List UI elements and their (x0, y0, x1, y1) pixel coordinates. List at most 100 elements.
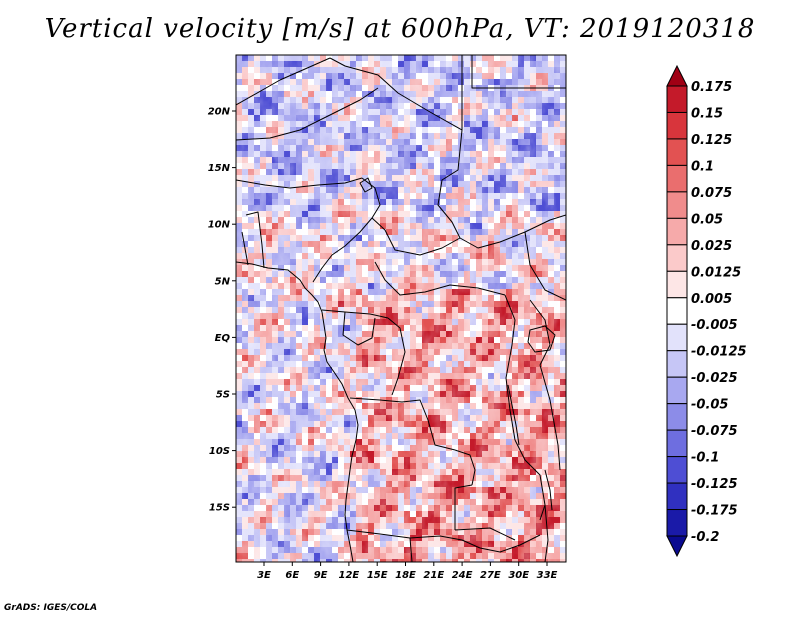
colorbar-segment (666, 270, 688, 299)
colorbar-label: 0.15 (691, 106, 723, 121)
border-angola-north (349, 397, 456, 451)
colorbar-label: 0.0125 (691, 265, 741, 280)
lon-tick-label: 15E (367, 570, 388, 581)
border-angola-namibia (346, 529, 481, 549)
colorbar-segment (666, 217, 688, 246)
colorbar-label: -0.1 (691, 451, 719, 466)
longitude-axis: 3E 6E 9E 12E 15E 18E 21E 24E 27E 30E 33E (257, 562, 558, 581)
border-west-north (236, 57, 331, 106)
lon-tick-label: 18E (395, 570, 416, 581)
border-mali-niger (236, 87, 379, 141)
colorbar-segment (666, 164, 688, 193)
map-frame (235, 54, 567, 563)
colorbar-top-arrow (666, 64, 688, 87)
border-niger-algeria (329, 57, 463, 131)
colorbar-segment (666, 138, 688, 166)
colorbar-label: -0.125 (691, 477, 738, 492)
lon-tick-label: 24E (452, 570, 473, 581)
border-zambia-south (479, 534, 541, 553)
lat-tick-label: 5S (216, 390, 230, 401)
colorbar-label: -0.2 (691, 530, 719, 545)
border-ethiopia (524, 231, 566, 301)
colorbar-segment (666, 350, 688, 378)
border-chad-car (371, 217, 461, 256)
grads-credit: GrADS: IGES/COLA (4, 603, 98, 613)
lat-tick-label: 10S (209, 446, 230, 457)
colorbar-label: 0.005 (691, 292, 732, 307)
colorbar-segment (666, 323, 688, 352)
border-drc-east (504, 294, 516, 441)
colorbar-label: -0.0125 (691, 345, 747, 360)
lon-tick-label: 12E (339, 570, 360, 581)
colorbar-segment (666, 376, 688, 405)
lon-tick-label: 33E (537, 570, 558, 581)
colorbar-label: -0.025 (691, 371, 738, 386)
border-tanzania (539, 364, 561, 471)
border-south-sudan (459, 214, 566, 249)
colorbar-segment (666, 403, 688, 431)
lat-tick-label: 15N (208, 163, 231, 174)
colorbar-label: -0.175 (691, 504, 738, 519)
colorbar-label: 0.075 (691, 186, 732, 201)
colorbar-segment (666, 429, 688, 458)
colorbar-segment (666, 297, 688, 325)
colorbar-segment (666, 191, 688, 219)
colorbar-segment (666, 111, 688, 140)
colorbar-bottom-arrow (666, 535, 688, 558)
latitude-axis: 20N 15N 10N 5N EQ 5S 10S 15S (208, 107, 236, 514)
colorbar-label: 0.175 (691, 80, 732, 95)
colorbar-label: 0.025 (691, 239, 732, 254)
colorbar-segment (666, 85, 688, 113)
country-borders (236, 55, 566, 562)
colorbar-label: 0.125 (691, 133, 732, 148)
border-caprivi (454, 527, 516, 541)
border-nigeria-cameroon (312, 217, 373, 283)
border-niger-nigeria (236, 177, 363, 189)
colorbar-label: -0.05 (691, 398, 728, 413)
border-mozambique (544, 504, 549, 562)
lat-tick-label: 10N (208, 220, 231, 231)
colorbar-label: 0.05 (691, 212, 723, 227)
lon-tick-label: 3E (257, 570, 271, 581)
colorbar-segment (666, 244, 688, 272)
border-benin (245, 211, 265, 269)
coastline (236, 261, 359, 562)
lake-malawi (544, 469, 553, 511)
border-uganda-kenya (529, 299, 551, 366)
lat-tick-label: EQ (215, 333, 231, 344)
border-zambia-east (514, 439, 546, 521)
map-area (236, 55, 566, 562)
colorbar-segment (666, 509, 688, 537)
colorbar-label: -0.075 (691, 424, 738, 439)
lake-chad (359, 177, 373, 193)
border-togo (241, 231, 249, 266)
lake-victoria (527, 325, 556, 353)
border-gabon (342, 311, 376, 346)
lat-tick-label: 15S (209, 503, 230, 514)
colorbar-label: 0.1 (691, 159, 714, 174)
colorbar-segment (666, 482, 688, 511)
colorbar-label: -0.005 (691, 318, 738, 333)
border-congo-drc (387, 317, 406, 396)
field-texture (236, 55, 566, 562)
lon-tick-label: 6E (285, 570, 299, 581)
lon-tick-label: 27E (480, 570, 501, 581)
border-angola-zambia (454, 484, 473, 530)
border-angola-drc (454, 449, 476, 486)
chart-title: Vertical velocity [m/s] at 600hPa, VT: 2… (44, 14, 756, 44)
colorbar: 0.175 0.15 0.125 0.1 0.075 0.05 0.025 0.0125 0.0… (666, 64, 747, 558)
border-botswana (409, 537, 413, 562)
lon-tick-label: 30E (508, 570, 529, 581)
lon-tick-label: 21E (423, 570, 444, 581)
border-chad-niger (361, 177, 381, 219)
border-cameroon-congo (321, 309, 389, 319)
colorbar-segment (666, 456, 688, 484)
border-car-south (374, 261, 506, 296)
lat-tick-label: 5N (215, 276, 231, 287)
lon-tick-label: 9E (314, 570, 328, 581)
lake-tanganyika (507, 384, 520, 446)
lat-tick-label: 20N (208, 107, 231, 118)
border-egypt-sudan (471, 55, 566, 89)
border-chad-sudan (437, 129, 463, 239)
